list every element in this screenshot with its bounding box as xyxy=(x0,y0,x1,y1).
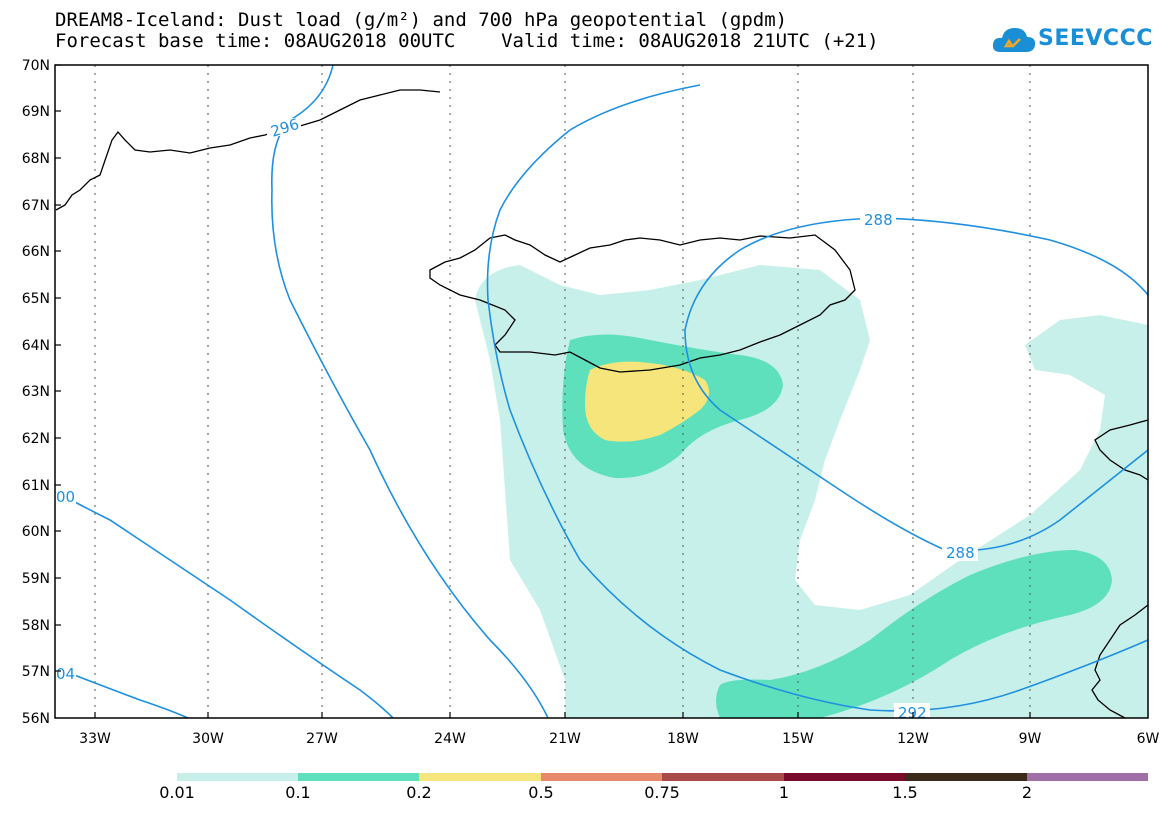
lon-tick-label: 6W xyxy=(1137,731,1160,747)
lat-tick-label: 59N xyxy=(22,571,50,587)
dust-contour-0.01 xyxy=(475,265,1148,718)
colorbar-swatch xyxy=(177,773,298,781)
contour-label: 04 xyxy=(56,665,75,683)
colorbar-swatch xyxy=(784,773,905,781)
contour-label: 288 xyxy=(864,211,893,229)
lat-tick-label: 62N xyxy=(22,431,50,447)
lat-tick-label: 58N xyxy=(22,618,50,634)
colorbar-label: 0.2 xyxy=(406,783,432,802)
contour-288 xyxy=(684,217,1149,552)
iceland-coast xyxy=(429,234,856,373)
lat-tick-label: 70N xyxy=(22,58,50,74)
colorbar-swatch xyxy=(298,773,419,781)
lon-tick-label: 9W xyxy=(1019,731,1042,747)
colorbar-swatch xyxy=(541,773,662,781)
contour-300 xyxy=(55,491,394,719)
seevccc-logo: SEEVCCC xyxy=(990,22,1160,58)
colorbar-label: 1 xyxy=(778,783,790,802)
contour-304 xyxy=(55,667,189,719)
lat-tick-label: 60N xyxy=(22,524,50,540)
contour-label: 292 xyxy=(898,704,927,722)
lon-tick-label: 18W xyxy=(667,731,699,747)
dust-contour-0.1-south xyxy=(716,550,1112,718)
colorbar-swatch xyxy=(1027,773,1148,781)
dust-shading xyxy=(475,265,1148,718)
scotland-coast xyxy=(1094,419,1149,481)
grid-lines xyxy=(94,65,1031,718)
lat-tick-label: 57N xyxy=(22,664,50,680)
contour-292-outer xyxy=(486,84,1149,712)
lat-tick-label: 65N xyxy=(22,291,50,307)
lon-tick-label: 21W xyxy=(549,731,581,747)
chart-title-line2: Forecast base time: 08AUG2018 00UTC Vali… xyxy=(55,30,879,52)
lat-tick-label: 61N xyxy=(22,478,50,494)
lon-tick-label: 24W xyxy=(434,731,466,747)
lon-tick-label: 12W xyxy=(897,731,929,747)
lat-tick-label: 63N xyxy=(22,384,50,400)
lat-tick-label: 56N xyxy=(22,711,50,727)
lon-tick-label: 30W xyxy=(192,731,224,747)
lat-tick-label: 69N xyxy=(22,104,50,120)
lat-tick-label: 64N xyxy=(22,338,50,354)
colorbar-label: 0.01 xyxy=(159,783,195,802)
lon-tick-label: 33W xyxy=(79,731,111,747)
colorbar-label: 0.1 xyxy=(285,783,311,802)
colorbar-label: 1.5 xyxy=(892,783,918,802)
lon-tick-label: 27W xyxy=(306,731,338,747)
contour-label: 288 xyxy=(946,544,975,562)
colorbar-swatch xyxy=(419,773,541,781)
chart-title-line1: DREAM8-Iceland: Dust load (g/m²) and 700… xyxy=(55,9,788,31)
colorbar-swatch xyxy=(662,773,784,781)
contour-labels: 296 288 288 292 00 04 xyxy=(56,115,978,722)
dust-contour-0.2 xyxy=(585,361,709,442)
colorbar-label: 0.75 xyxy=(644,783,680,802)
contour-label: 00 xyxy=(56,488,75,506)
logo-text: SEEVCCC xyxy=(1038,26,1153,51)
lon-tick-label: 15W xyxy=(782,731,814,747)
colorbar-swatch xyxy=(905,773,1027,781)
tick-marks xyxy=(55,64,1031,718)
greenland-coast xyxy=(55,89,441,211)
lat-tick-label: 67N xyxy=(22,198,50,214)
colorbar-label: 0.5 xyxy=(528,783,554,802)
scotland-south-coast xyxy=(1091,604,1149,719)
cloud-icon xyxy=(992,28,1036,52)
colorbar-label: 2 xyxy=(1021,783,1033,802)
colorbar xyxy=(177,773,1148,781)
coastlines xyxy=(55,89,1149,719)
longitude-labels: 33W 30W 27W 24W 21W 18W 15W 12W 9W 6W xyxy=(79,731,1159,747)
lat-tick-label: 68N xyxy=(22,151,50,167)
latitude-labels: 70N 69N 68N 67N 66N 65N 64N 63N 62N 61N … xyxy=(22,58,50,727)
lat-tick-label: 66N xyxy=(22,244,50,260)
